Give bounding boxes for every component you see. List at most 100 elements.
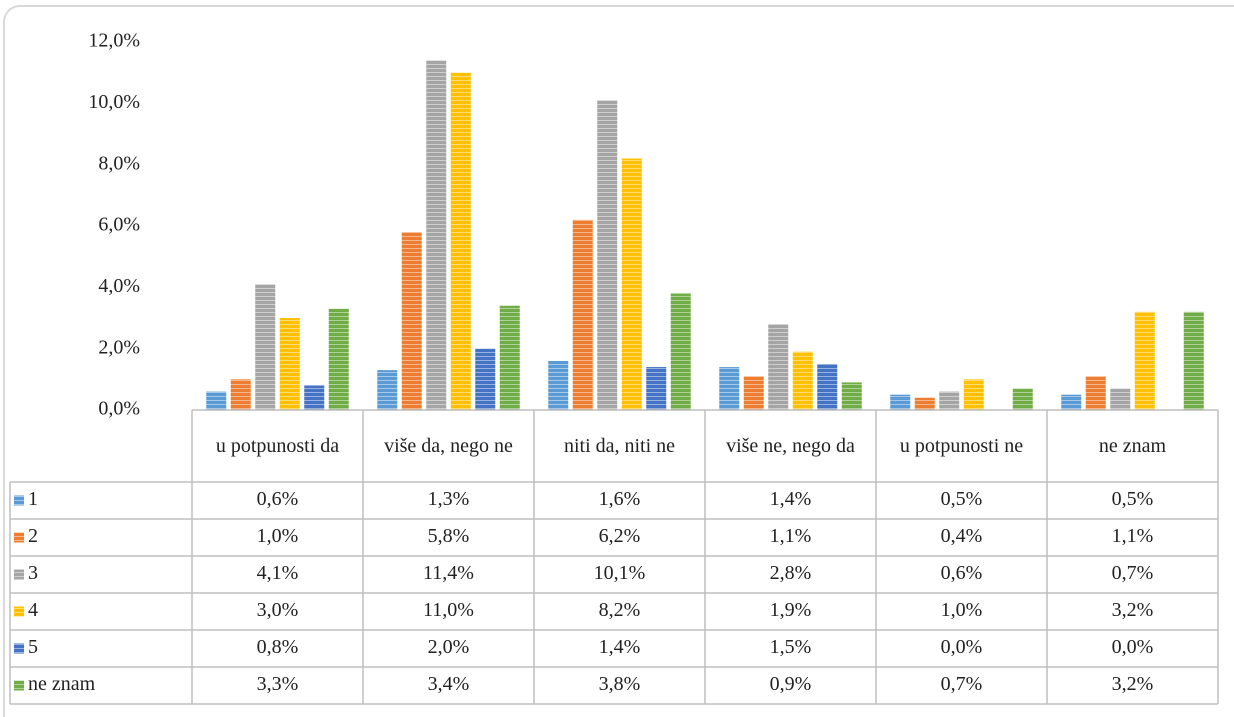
bar [890, 394, 911, 410]
bar [1012, 388, 1033, 410]
bar [548, 360, 569, 410]
value-label: 11,0% [423, 599, 474, 621]
bar [597, 100, 618, 411]
legend-key [14, 569, 24, 580]
x-tick-label: ne znam [1098, 435, 1167, 457]
legend-key [14, 532, 24, 543]
bar [841, 382, 862, 410]
x-tick-label: u potpunosti ne [899, 435, 1024, 457]
bar [426, 60, 447, 411]
bar [377, 370, 398, 410]
legend-label: 5 [28, 636, 38, 658]
value-label: 1,1% [1112, 525, 1154, 547]
bar [304, 385, 325, 410]
bar [450, 72, 471, 411]
bar [963, 379, 984, 410]
bar [792, 351, 813, 410]
y-tick-label: 10,0% [88, 91, 140, 113]
bar [719, 367, 740, 410]
value-label: 1,4% [770, 488, 812, 510]
value-label: 1,0% [941, 599, 983, 621]
value-label: 3,3% [257, 673, 299, 695]
value-label: 3,2% [1112, 673, 1154, 695]
bar [230, 379, 251, 410]
x-tick-label: niti da, niti ne [563, 435, 676, 457]
bar [499, 305, 520, 410]
x-tick-label: više da, nego ne [384, 435, 513, 457]
value-label: 0,0% [941, 636, 983, 658]
legend-label: 3 [28, 562, 38, 584]
value-label: 1,0% [257, 525, 299, 547]
value-label: 3,2% [1112, 599, 1154, 621]
x-tick-label-box: više da, nego ne [384, 435, 513, 457]
bar [1134, 311, 1155, 410]
bar [939, 391, 960, 410]
value-label: 8,2% [599, 599, 641, 621]
x-tick-label-box: ne znam [1098, 435, 1167, 457]
value-label: 1,5% [770, 636, 812, 658]
frame [3, 5, 1234, 717]
value-label: 3,8% [599, 673, 641, 695]
value-label: 0,5% [941, 488, 983, 510]
value-label: 0,4% [941, 525, 983, 547]
legend-label: 4 [28, 599, 38, 621]
legend-key [14, 606, 24, 617]
value-label: 0,6% [941, 562, 983, 584]
value-label: 1,1% [770, 525, 812, 547]
value-label: 0,6% [257, 488, 299, 510]
legend-label: 1 [28, 488, 38, 510]
value-label: 1,9% [770, 599, 812, 621]
bar [646, 367, 667, 410]
y-tick-label: 2,0% [98, 336, 140, 358]
value-label: 0,7% [941, 673, 983, 695]
x-tick-label-box: niti da, niti ne [563, 435, 676, 457]
bar [328, 308, 349, 410]
y-tick-label: 8,0% [98, 152, 140, 174]
y-tick-label: 6,0% [98, 214, 140, 236]
value-label: 1,3% [428, 488, 470, 510]
value-label: 6,2% [599, 525, 641, 547]
value-label: 11,4% [423, 562, 474, 584]
y-tick-label: 12,0% [88, 30, 140, 52]
x-tick-label-box: u potpunosti ne [899, 435, 1024, 457]
value-label: 3,4% [428, 673, 470, 695]
y-tick-label: 4,0% [98, 275, 140, 297]
value-label: 1,6% [599, 488, 641, 510]
value-label: 1,4% [599, 636, 641, 658]
value-label: 4,1% [257, 562, 299, 584]
value-label: 5,8% [428, 525, 470, 547]
bar [768, 324, 789, 410]
bar [279, 318, 300, 410]
value-label: 3,0% [257, 599, 299, 621]
bar [1061, 394, 1082, 410]
bar [670, 293, 691, 410]
bar [255, 284, 276, 410]
legend-label: 2 [28, 525, 38, 547]
legend-key [14, 643, 24, 654]
value-label: 0,0% [1112, 636, 1154, 658]
bar [206, 391, 227, 410]
bar [621, 158, 642, 410]
bar [743, 376, 764, 410]
bar [914, 397, 935, 410]
legend-label: ne znam [28, 673, 96, 695]
value-label: 0,7% [1112, 562, 1154, 584]
value-label: 0,5% [1112, 488, 1154, 510]
bar [1183, 311, 1204, 410]
bar [1110, 388, 1131, 410]
x-tick-label: više ne, nego da [726, 435, 855, 457]
bar [401, 232, 422, 410]
bar [817, 364, 838, 410]
legend-key [14, 680, 24, 691]
value-label: 2,8% [770, 562, 812, 584]
value-label: 2,0% [428, 636, 470, 658]
y-tick-label: 0,0% [98, 398, 140, 420]
legend-key [14, 495, 24, 506]
x-tick-label: u potpunosti da [215, 435, 340, 457]
bar [1085, 376, 1106, 410]
bar [475, 348, 496, 410]
value-label: 0,9% [770, 673, 812, 695]
value-label: 10,1% [594, 562, 646, 584]
x-tick-label-box: u potpunosti da [215, 435, 340, 457]
